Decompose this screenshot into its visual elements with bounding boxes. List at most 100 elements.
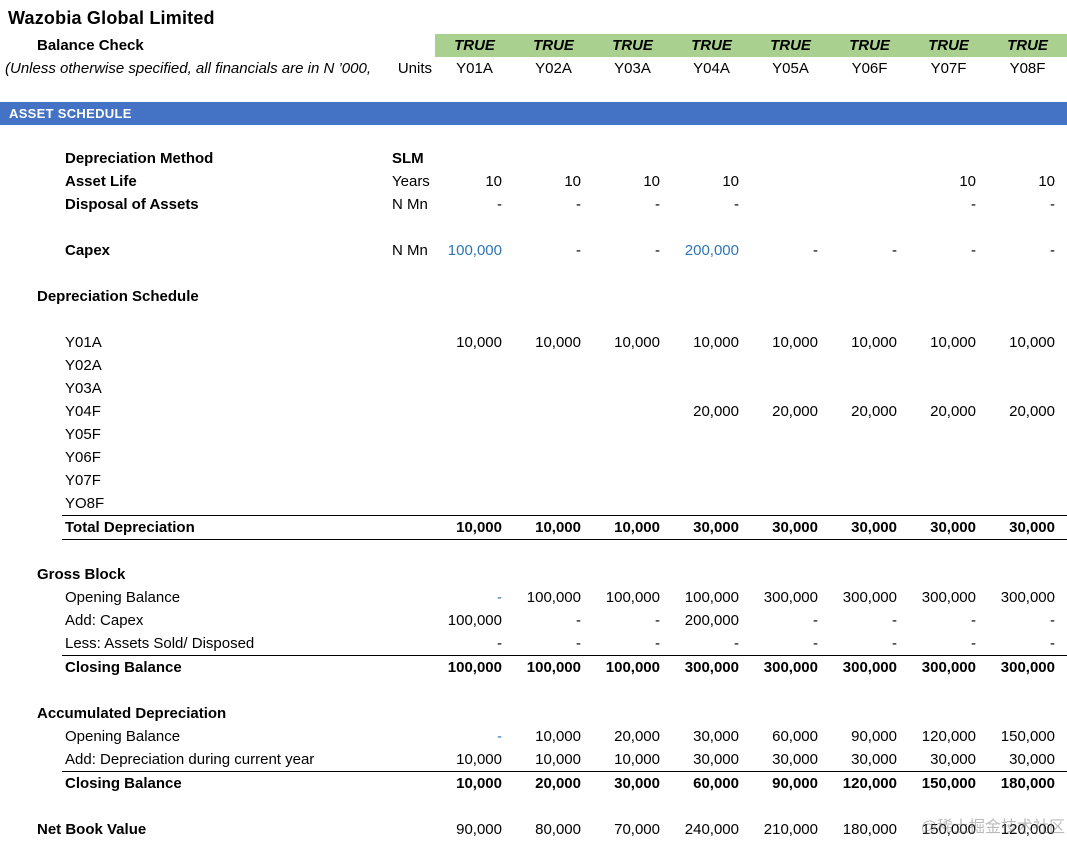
- value-cell[interactable]: -: [892, 242, 897, 259]
- value-cell[interactable]: 30,000: [851, 519, 897, 536]
- value-cell[interactable]: 120,000: [921, 728, 976, 745]
- value-cell[interactable]: 300,000: [763, 659, 818, 676]
- value-cell[interactable]: -: [971, 612, 976, 629]
- value-cell[interactable]: 30,000: [693, 728, 739, 745]
- value-cell[interactable]: 10,000: [614, 519, 660, 536]
- value-cell[interactable]: 100,000: [447, 612, 502, 629]
- value-cell[interactable]: 70,000: [614, 821, 660, 838]
- value-cell[interactable]: 10,000: [930, 334, 976, 351]
- value-cell[interactable]: 20,000: [693, 403, 739, 420]
- value-cell[interactable]: 10,000: [614, 334, 660, 351]
- value-cell[interactable]: 100,000: [605, 659, 660, 676]
- value-cell[interactable]: 100,000: [526, 589, 581, 606]
- value-cell[interactable]: -: [655, 612, 660, 629]
- value-cell[interactable]: 150,000: [921, 821, 976, 838]
- value-cell[interactable]: 10: [643, 173, 660, 190]
- balance-check-value[interactable]: TRUE: [454, 37, 495, 54]
- value-cell[interactable]: 10: [485, 173, 502, 190]
- value-cell[interactable]: 90,000: [456, 821, 502, 838]
- value-cell[interactable]: 300,000: [921, 589, 976, 606]
- value-cell[interactable]: 30,000: [772, 751, 818, 768]
- value-cell[interactable]: -: [655, 242, 660, 259]
- input-value-cell[interactable]: 200,000: [684, 242, 739, 259]
- balance-check-value[interactable]: TRUE: [849, 37, 890, 54]
- value-cell[interactable]: 10,000: [614, 751, 660, 768]
- value-cell[interactable]: 100,000: [447, 659, 502, 676]
- value-cell[interactable]: -: [813, 635, 818, 652]
- value-cell[interactable]: 10: [564, 173, 581, 190]
- value-cell[interactable]: -: [576, 242, 581, 259]
- value-cell[interactable]: -: [734, 196, 739, 213]
- unit-cell[interactable]: N Mn: [392, 196, 428, 213]
- balance-check-value[interactable]: TRUE: [1007, 37, 1048, 54]
- value-cell[interactable]: 120,000: [842, 775, 897, 792]
- value-cell[interactable]: -: [576, 196, 581, 213]
- value-cell[interactable]: 300,000: [763, 589, 818, 606]
- value-cell[interactable]: -: [971, 635, 976, 652]
- value-cell[interactable]: 90,000: [851, 728, 897, 745]
- value-cell[interactable]: -: [734, 635, 739, 652]
- value-cell[interactable]: 10,000: [535, 519, 581, 536]
- value-cell[interactable]: 300,000: [842, 589, 897, 606]
- value-cell[interactable]: 10,000: [1009, 334, 1055, 351]
- unit-cell[interactable]: N Mn: [392, 242, 428, 259]
- value-cell[interactable]: -: [971, 242, 976, 259]
- value-cell[interactable]: 10: [959, 173, 976, 190]
- value-cell[interactable]: 20,000: [851, 403, 897, 420]
- value-cell[interactable]: 10,000: [693, 334, 739, 351]
- value-cell[interactable]: 80,000: [535, 821, 581, 838]
- value-cell[interactable]: 10,000: [456, 519, 502, 536]
- input-value-cell[interactable]: 100,000: [447, 242, 502, 259]
- value-cell[interactable]: 10,000: [851, 334, 897, 351]
- value-cell[interactable]: -: [813, 612, 818, 629]
- value-cell[interactable]: 30,000: [693, 751, 739, 768]
- value-cell[interactable]: 300,000: [842, 659, 897, 676]
- balance-check-value[interactable]: TRUE: [533, 37, 574, 54]
- value-cell[interactable]: 150,000: [1000, 728, 1055, 745]
- unit-cell[interactable]: SLM: [392, 150, 424, 167]
- value-cell[interactable]: -: [1050, 196, 1055, 213]
- value-cell[interactable]: 20,000: [772, 403, 818, 420]
- input-value-cell[interactable]: -: [497, 728, 502, 745]
- value-cell[interactable]: 210,000: [763, 821, 818, 838]
- value-cell[interactable]: -: [971, 196, 976, 213]
- value-cell[interactable]: 30,000: [930, 751, 976, 768]
- value-cell[interactable]: -: [1050, 635, 1055, 652]
- value-cell[interactable]: 100,000: [526, 659, 581, 676]
- value-cell[interactable]: 10,000: [535, 751, 581, 768]
- value-cell[interactable]: 240,000: [684, 821, 739, 838]
- value-cell[interactable]: 10: [722, 173, 739, 190]
- value-cell[interactable]: 200,000: [684, 612, 739, 629]
- value-cell[interactable]: 10,000: [535, 728, 581, 745]
- value-cell[interactable]: 30,000: [1009, 751, 1055, 768]
- value-cell[interactable]: -: [655, 196, 660, 213]
- value-cell[interactable]: -: [655, 635, 660, 652]
- value-cell[interactable]: -: [1050, 612, 1055, 629]
- value-cell[interactable]: 30,000: [930, 519, 976, 536]
- value-cell[interactable]: 30,000: [693, 519, 739, 536]
- value-cell[interactable]: 100,000: [684, 589, 739, 606]
- value-cell[interactable]: 20,000: [535, 775, 581, 792]
- value-cell[interactable]: 10,000: [456, 751, 502, 768]
- value-cell[interactable]: -: [576, 612, 581, 629]
- value-cell[interactable]: -: [892, 635, 897, 652]
- value-cell[interactable]: 300,000: [921, 659, 976, 676]
- balance-check-value[interactable]: TRUE: [612, 37, 653, 54]
- unit-cell[interactable]: Years: [392, 173, 430, 190]
- value-cell[interactable]: 60,000: [772, 728, 818, 745]
- value-cell[interactable]: 20,000: [1009, 403, 1055, 420]
- balance-check-value[interactable]: TRUE: [770, 37, 811, 54]
- value-cell[interactable]: 10,000: [456, 775, 502, 792]
- value-cell[interactable]: 90,000: [772, 775, 818, 792]
- value-cell[interactable]: -: [497, 635, 502, 652]
- balance-check-value[interactable]: TRUE: [928, 37, 969, 54]
- value-cell[interactable]: 120,000: [1000, 821, 1055, 838]
- balance-check-value[interactable]: TRUE: [691, 37, 732, 54]
- value-cell[interactable]: 300,000: [1000, 589, 1055, 606]
- value-cell[interactable]: -: [813, 242, 818, 259]
- value-cell[interactable]: 300,000: [684, 659, 739, 676]
- value-cell[interactable]: 30,000: [772, 519, 818, 536]
- value-cell[interactable]: -: [497, 196, 502, 213]
- value-cell[interactable]: -: [892, 612, 897, 629]
- value-cell[interactable]: 180,000: [1000, 775, 1055, 792]
